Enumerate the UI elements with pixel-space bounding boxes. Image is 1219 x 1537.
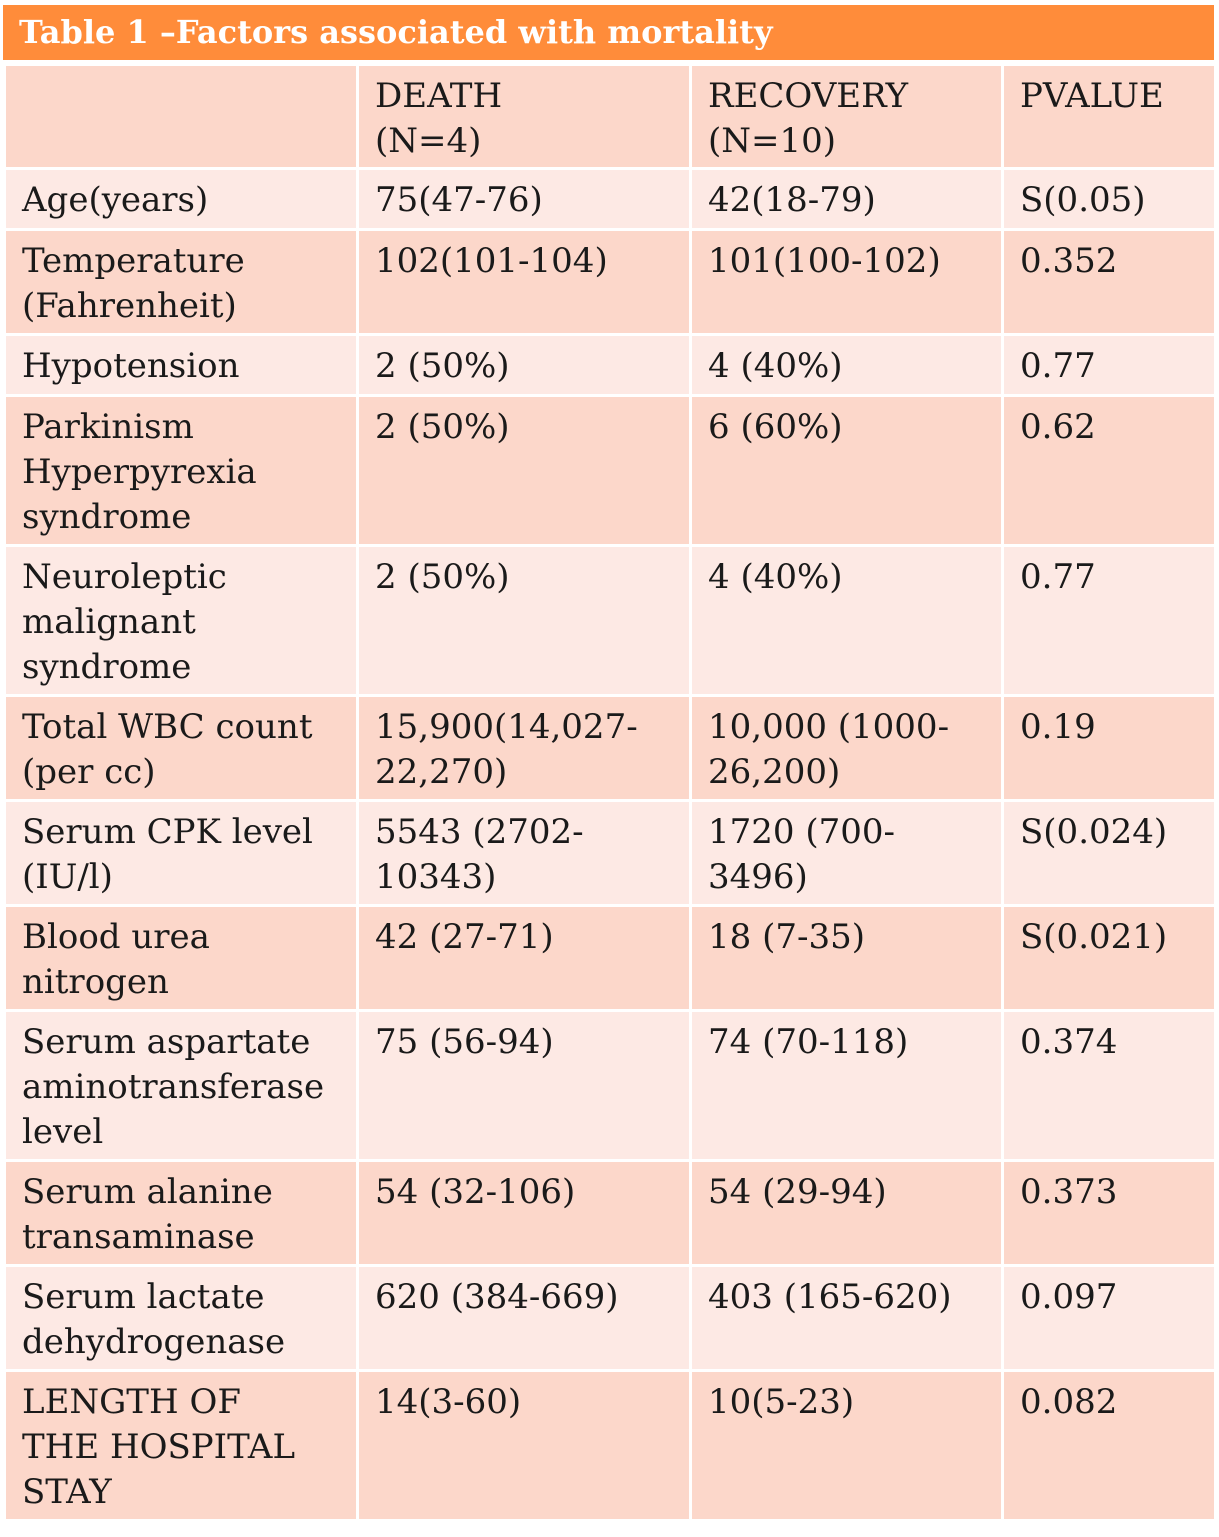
pvalue-cell: 0.082: [1001, 1369, 1217, 1522]
death-cell: 42 (27-71): [356, 904, 692, 1012]
table-row: Serum CPK level (IU/l) 5543 (2702- 10343…: [3, 799, 1217, 907]
factor-cell: Serum aspartate aminotransferase level: [3, 1009, 359, 1162]
table-row: Parkinism Hyperpyrexia syndrome 2 (50%) …: [3, 394, 1217, 547]
table-header-row: DEATH (N=4) RECOVERY (N=10) PVALUE: [3, 63, 1217, 170]
factor-cell: Neuroleptic malignant syndrome: [3, 544, 359, 697]
pvalue-cell: 0.77: [1001, 333, 1217, 397]
factor-cell: Temperature (Fahrenheit): [3, 228, 359, 336]
pvalue-cell: 0.77: [1001, 544, 1217, 697]
death-cell: 15,900(14,027- 22,270): [356, 694, 692, 802]
header-cell-pvalue: PVALUE: [1001, 63, 1217, 170]
death-cell: 75 (56-94): [356, 1009, 692, 1162]
recovery-cell: 18 (7-35): [689, 904, 1004, 1012]
recovery-cell: 101(100-102): [689, 228, 1004, 336]
factor-cell: LENGTH OF THE HOSPITAL STAY: [3, 1369, 359, 1522]
pvalue-cell: 0.374: [1001, 1009, 1217, 1162]
header-cell-death: DEATH (N=4): [356, 63, 692, 170]
table-row: Serum alanine transaminase 54 (32-106) 5…: [3, 1159, 1217, 1267]
recovery-cell: 403 (165-620): [689, 1264, 1004, 1372]
factor-cell: Serum alanine transaminase: [3, 1159, 359, 1267]
pvalue-cell: 0.097: [1001, 1264, 1217, 1372]
death-cell: 2 (50%): [356, 333, 692, 397]
factor-cell: Total WBC count (per cc): [3, 694, 359, 802]
factor-cell: Hypotension: [3, 333, 359, 397]
table-row: Total WBC count (per cc) 15,900(14,027- …: [3, 694, 1217, 802]
recovery-cell: 10(5-23): [689, 1369, 1004, 1522]
recovery-cell: 54 (29-94): [689, 1159, 1004, 1267]
death-cell: 14(3-60): [356, 1369, 692, 1522]
header-cell-recovery: RECOVERY (N=10): [689, 63, 1004, 170]
factor-cell: Serum lactate dehydrogenase: [3, 1264, 359, 1372]
table-row: Temperature (Fahrenheit) 102(101-104) 10…: [3, 228, 1217, 336]
recovery-cell: 42(18-79): [689, 167, 1004, 231]
recovery-cell: 6 (60%): [689, 394, 1004, 547]
pvalue-cell: 0.352: [1001, 228, 1217, 336]
death-cell: 2 (50%): [356, 394, 692, 547]
table-container: Table 1 –Factors associated with mortali…: [3, 5, 1217, 1522]
recovery-cell: 1720 (700-3496): [689, 799, 1004, 907]
table-row: Hypotension 2 (50%) 4 (40%) 0.77: [3, 333, 1217, 397]
table-title: Table 1 –Factors associated with mortali…: [3, 5, 1214, 60]
recovery-cell: 74 (70-118): [689, 1009, 1004, 1162]
pvalue-cell: 0.62: [1001, 394, 1217, 547]
table-row: LENGTH OF THE HOSPITAL STAY 14(3-60) 10(…: [3, 1369, 1217, 1522]
mortality-factors-table: DEATH (N=4) RECOVERY (N=10) PVALUE Age(y…: [3, 63, 1217, 1522]
pvalue-cell: S(0.05): [1001, 167, 1217, 231]
death-cell: 75(47-76): [356, 167, 692, 231]
death-cell: 2 (50%): [356, 544, 692, 697]
table-row: Serum lactate dehydrogenase 620 (384-669…: [3, 1264, 1217, 1372]
death-cell: 620 (384-669): [356, 1264, 692, 1372]
pvalue-cell: S(0.021): [1001, 904, 1217, 1012]
pvalue-cell: 0.19: [1001, 694, 1217, 802]
recovery-cell: 4 (40%): [689, 333, 1004, 397]
pvalue-cell: S(0.024): [1001, 799, 1217, 907]
recovery-cell: 10,000 (1000- 26,200): [689, 694, 1004, 802]
death-cell: 54 (32-106): [356, 1159, 692, 1267]
factor-cell: Serum CPK level (IU/l): [3, 799, 359, 907]
death-cell: 5543 (2702- 10343): [356, 799, 692, 907]
table-row: Blood urea nitrogen 42 (27-71) 18 (7-35)…: [3, 904, 1217, 1012]
recovery-cell: 4 (40%): [689, 544, 1004, 697]
factor-cell: Blood urea nitrogen: [3, 904, 359, 1012]
death-cell: 102(101-104): [356, 228, 692, 336]
factor-cell: Parkinism Hyperpyrexia syndrome: [3, 394, 359, 547]
table-row: Neuroleptic malignant syndrome 2 (50%) 4…: [3, 544, 1217, 697]
factor-cell: Age(years): [3, 167, 359, 231]
table-row: Serum aspartate aminotransferase level 7…: [3, 1009, 1217, 1162]
pvalue-cell: 0.373: [1001, 1159, 1217, 1267]
table-row: Age(years) 75(47-76) 42(18-79) S(0.05): [3, 167, 1217, 231]
header-cell-factor: [3, 63, 359, 170]
